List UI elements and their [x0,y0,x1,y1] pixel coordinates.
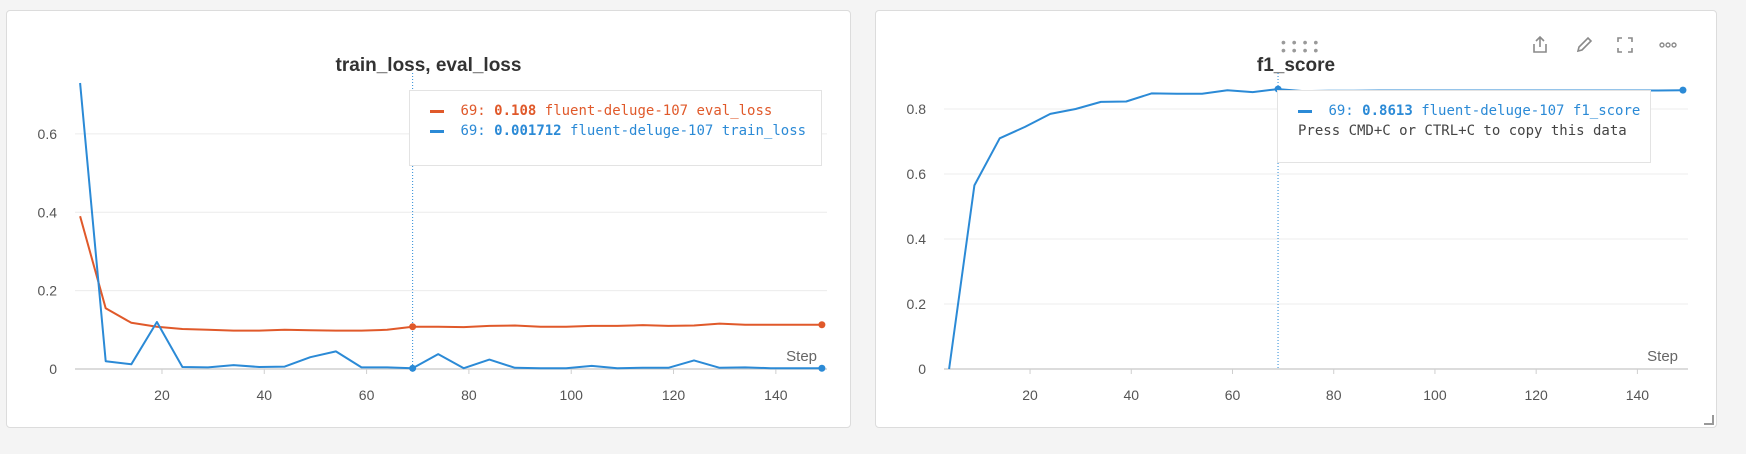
x-tick-label: 80 [461,387,477,403]
y-tick-label: 0.4 [38,204,58,220]
chart-panel-f1[interactable]: • • • • • • • • f1_score 0 0.2 0.4 0.6 0.8 20 4… [875,10,1717,428]
x-tick-label: 120 [662,387,686,403]
y-tick-label: 0.6 [38,126,58,142]
legend-item-f1-score: 69: 0.8613 fluent-deluge-107 f1_score [1298,101,1640,121]
x-tick-label: 80 [1326,387,1342,403]
x-axis-label: Step [1647,348,1678,365]
end-point [818,321,826,329]
legend-value: 0.108 [494,103,537,119]
series-line [79,82,822,370]
legend-item-eval-loss: 69: 0.108 fluent-deluge-107 eval_loss [430,101,805,121]
share-icon[interactable] [1530,35,1552,57]
chart-title: train_loss, eval_loss [335,55,522,76]
legend-value: 0.8613 [1362,103,1413,119]
y-tick-label: 0 [49,361,57,377]
x-tick-label: 100 [560,387,584,403]
y-tick-label: 0.4 [907,231,927,247]
x-tick-label: 140 [764,387,788,403]
chart-panel-loss[interactable]: train_loss, eval_loss 0 0.2 0.4 0.6 20 40 60 80… [6,10,851,428]
series-line [79,215,822,332]
loss-chart[interactable]: 0 0.2 0.4 0.6 20 40 60 80 100 120 140 Step [7,11,852,429]
drag-handle-icon[interactable]: • • • • • • • • [1281,34,1320,58]
legend-run-name: fluent-deluge-107 f1_score [1421,103,1641,119]
legend-swatch [430,109,444,113]
x-tick-label: 100 [1423,387,1447,403]
hover-legend: 69: 0.8613 fluent-deluge-107 f1_score Pr… [1277,90,1651,163]
y-tick-label: 0 [918,361,926,377]
y-tick-label: 0.2 [38,283,58,299]
x-tick-label: 60 [1225,387,1241,403]
x-tick-label: 120 [1524,387,1548,403]
f1-chart[interactable]: 0 0.2 0.4 0.6 0.8 20 40 60 80 100 120 140 Step [876,11,1718,429]
more-icon[interactable] [1658,35,1680,57]
x-tick-label: 20 [154,387,170,403]
edit-icon[interactable] [1574,35,1596,57]
copy-hint: Press CMD+C or CTRL+C to copy this data [1298,123,1627,139]
legend-step: 69: [460,123,486,139]
end-point [818,364,826,372]
hover-point [409,364,417,372]
legend-swatch [430,129,444,133]
chart-title: f1_score [1256,55,1336,76]
legend-step: 69: [1328,103,1354,119]
resize-handle-icon[interactable] [1704,415,1714,425]
x-tick-label: 40 [1123,387,1139,403]
x-axis-label: Step [786,348,817,365]
hover-legend: 69: 0.108 fluent-deluge-107 eval_loss 69… [409,90,822,166]
y-tick-label: 0.8 [907,101,927,117]
y-tick-label: 0.6 [907,166,927,182]
legend-swatch [1298,109,1312,113]
legend-step: 69: [460,103,486,119]
end-point [1679,86,1687,94]
x-tick-label: 140 [1626,387,1650,403]
x-tick-label: 20 [1022,387,1038,403]
legend-value: 0.001712 [494,123,562,139]
x-tick-label: 60 [359,387,375,403]
fullscreen-icon[interactable] [1615,35,1637,57]
x-tick-label: 40 [256,387,272,403]
y-tick-label: 0.2 [907,296,927,312]
legend-run-name: fluent-deluge-107 train_loss [570,123,807,139]
legend-run-name: fluent-deluge-107 eval_loss [544,103,773,119]
legend-item-train-loss: 69: 0.001712 fluent-deluge-107 train_los… [430,121,807,141]
hover-point [409,323,417,331]
